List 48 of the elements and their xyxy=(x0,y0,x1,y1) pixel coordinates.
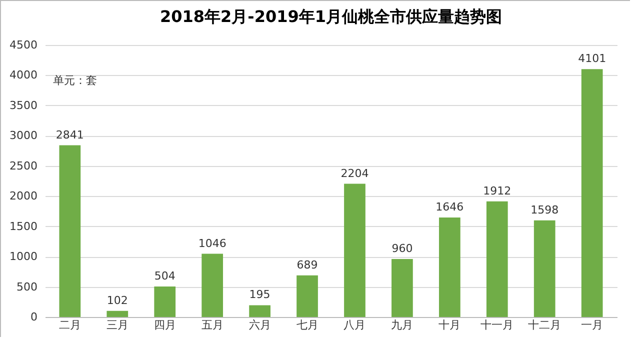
bar xyxy=(344,184,366,317)
bar xyxy=(202,254,224,317)
x-tick-label: 十月 xyxy=(438,318,461,332)
y-tick-label: 2000 xyxy=(10,190,38,203)
data-label: 102 xyxy=(106,294,128,307)
data-label: 1046 xyxy=(198,236,226,250)
x-tick-label: 十一月 xyxy=(480,318,514,332)
data-label: 1598 xyxy=(530,203,559,216)
bar xyxy=(486,201,508,317)
bar xyxy=(59,145,81,317)
x-tick-label: 六月 xyxy=(248,318,271,332)
y-tick-label: 3000 xyxy=(10,129,38,142)
data-label: 4101 xyxy=(578,52,606,66)
annotation: 单元：套 xyxy=(53,74,97,87)
x-tick-label: 八月 xyxy=(344,318,366,332)
x-tick-label: 五月 xyxy=(201,318,224,332)
bar xyxy=(296,275,318,317)
x-tick-label: 七月 xyxy=(296,318,318,332)
y-tick-label: 4500 xyxy=(10,38,38,52)
y-tick-label: 3500 xyxy=(10,98,38,112)
x-tick-label: 二月 xyxy=(58,318,81,332)
y-tick-label: 1500 xyxy=(10,220,38,233)
bar xyxy=(106,310,128,317)
data-label: 1912 xyxy=(483,184,512,198)
y-tick-label: 0 xyxy=(30,310,38,324)
data-label: 2841 xyxy=(56,128,84,142)
bar xyxy=(534,220,556,317)
y-tick-label: 2500 xyxy=(10,159,38,172)
y-tick-label: 4000 xyxy=(10,68,38,82)
y-tick-label: 500 xyxy=(16,280,38,294)
bar xyxy=(581,69,603,317)
bar xyxy=(249,305,270,317)
x-tick-label: 三月 xyxy=(106,318,128,332)
data-label: 504 xyxy=(154,270,176,283)
data-label: 689 xyxy=(296,258,318,272)
data-label: 195 xyxy=(249,288,270,302)
x-tick-label: 十二月 xyxy=(528,318,562,332)
x-tick-label: 四月 xyxy=(154,318,176,332)
data-label: 2204 xyxy=(340,166,369,180)
x-tick-label: 一月 xyxy=(581,318,604,332)
data-label: 960 xyxy=(392,242,413,255)
chart-title: 2018年2月-2019年1月仙桃全市供应量趋势图 xyxy=(160,7,502,26)
bar xyxy=(438,218,460,317)
bar xyxy=(154,286,176,317)
data-label: 1646 xyxy=(436,200,464,214)
y-tick-label: 1000 xyxy=(10,250,38,264)
bar xyxy=(392,258,413,317)
x-tick-label: 九月 xyxy=(391,318,414,332)
